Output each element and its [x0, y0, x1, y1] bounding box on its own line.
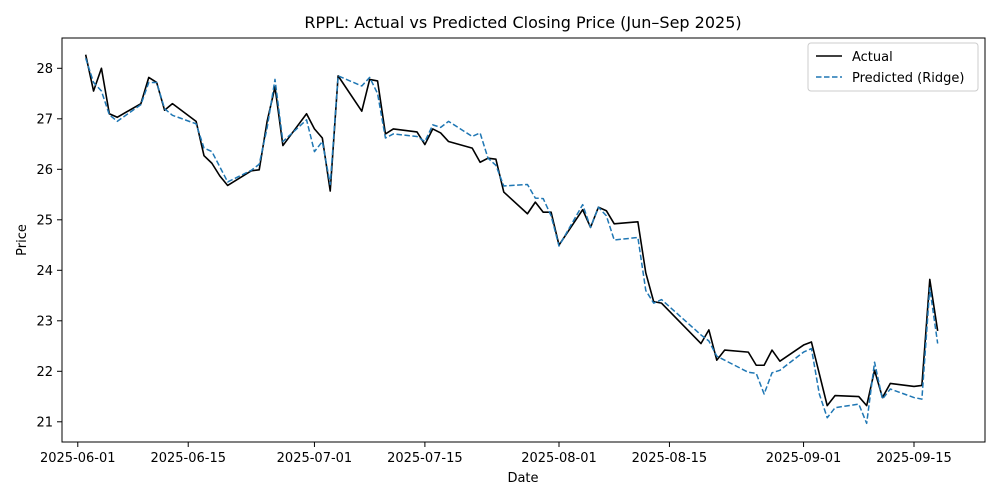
x-tick-label: 2025-07-15: [387, 451, 463, 466]
x-tick-label: 2025-08-01: [521, 451, 597, 466]
y-tick-label: 27: [36, 112, 53, 127]
chart-title: RPPL: Actual vs Predicted Closing Price …: [304, 13, 741, 32]
axes-frame: [61, 37, 986, 443]
x-tick-label: 2025-08-15: [632, 451, 708, 466]
legend-label-predicted: Predicted (Ridge): [852, 71, 964, 86]
x-tick-label: 2025-09-15: [876, 451, 952, 466]
legend: Actual Predicted (Ridge): [807, 42, 979, 92]
x-axis: 2025-06-01 2025-06-15 2025-07-01 2025-07-15…: [40, 442, 952, 466]
series-line-predicted: [84, 57, 939, 425]
plot-area: [61, 37, 986, 443]
x-tick-label: 2025-06-15: [150, 451, 226, 466]
x-tick-label: 2025-09-01: [766, 451, 842, 466]
x-tick-label: 2025-07-01: [277, 451, 353, 466]
y-tick-label: 23: [36, 314, 53, 329]
series-line-actual: [84, 54, 939, 407]
y-tick-label: 21: [36, 415, 53, 430]
y-tick-label: 22: [36, 365, 53, 380]
x-axis-label: Date: [507, 471, 538, 486]
legend-label-actual: Actual: [852, 50, 893, 65]
y-axis: 21 22 23 24 25 26 27 28: [36, 62, 62, 430]
y-tick-label: 25: [36, 213, 53, 228]
series-layer: [84, 54, 939, 425]
legend-box: [807, 42, 979, 92]
x-tick-label: 2025-06-01: [40, 451, 116, 466]
y-tick-label: 28: [36, 62, 53, 77]
y-tick-label: 26: [36, 163, 53, 178]
y-axis-label: Price: [15, 224, 30, 256]
y-tick-label: 24: [36, 264, 53, 279]
